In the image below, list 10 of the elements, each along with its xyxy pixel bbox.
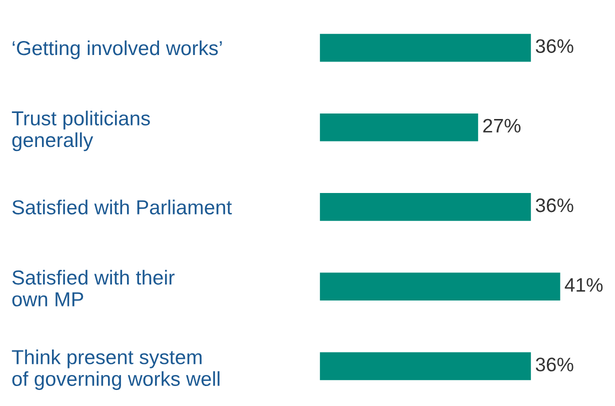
y-tick-label: Trust politicians generally [12, 110, 150, 152]
y-tick-label: ‘Getting involved works’ [12, 40, 222, 60]
data-label: 41% [564, 278, 603, 292]
y-tick-label: Think present system of governing works well [12, 350, 220, 390]
data-label: 36% [536, 198, 574, 212]
data-label: 36% [536, 358, 574, 372]
data-label: 27% [483, 118, 521, 133]
y-tick-label: Satisfied with their own MP [12, 270, 175, 306]
y-tick-label: Satisfied with Parliament [12, 200, 232, 214]
data-label: 36% [536, 39, 574, 53]
